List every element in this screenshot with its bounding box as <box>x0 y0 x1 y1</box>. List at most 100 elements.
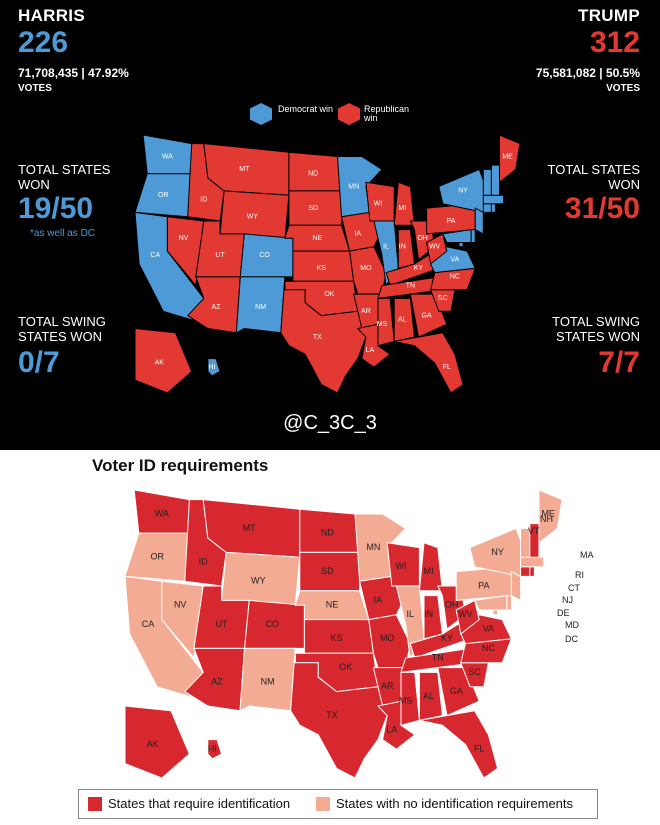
trump-states-won-label: TOTAL STATES WON <box>547 162 640 192</box>
state-label-ar: AR <box>361 308 371 315</box>
state-label-ky: KY <box>414 265 424 272</box>
state-label-tn: TN <box>406 282 415 289</box>
state-label-ca: CA <box>150 252 160 259</box>
state-label-ia: IA <box>374 595 383 605</box>
state-dc <box>458 242 464 248</box>
state-label-mn: MN <box>348 183 359 190</box>
republican-legend-swatch <box>338 103 360 125</box>
state-label-nv: NV <box>174 600 187 610</box>
state-label-ne: NE <box>326 600 339 610</box>
trump-states-won-value: 31/50 <box>564 192 640 225</box>
state-label-ok: OK <box>339 662 352 672</box>
state-dc <box>492 609 499 616</box>
state-label-ms: MS <box>399 696 413 706</box>
harris-name: HARRIS <box>18 6 85 25</box>
state-label-co: CO <box>259 252 270 259</box>
state-label-ut: UT <box>216 619 228 629</box>
watermark-handle: @C_3C_3 <box>283 412 377 434</box>
state-label-ne: NE <box>312 235 322 242</box>
state-label-ms: MS <box>377 321 388 328</box>
state-nh <box>490 164 500 196</box>
callout-label-de: DE <box>557 608 570 618</box>
voter-id-panel: Voter ID requirements WA OR CA NV ID MT WY UT AZ… <box>0 450 660 825</box>
state-label-wi: WI <box>374 201 383 208</box>
voter-id-map-states: WA OR CA NV ID MT WY UT AZ CO NM ND SD NE KS OK TX MN IA MO… <box>124 489 594 779</box>
state-al <box>418 671 443 722</box>
state-ri <box>490 203 496 213</box>
state-label-sc: SC <box>438 295 448 302</box>
state-label-tx: TX <box>326 710 338 720</box>
callout-label-nj: NJ <box>562 595 573 605</box>
state-label-or: OR <box>158 192 169 199</box>
state-label-nc: NC <box>482 643 495 653</box>
state-label-in: IN <box>424 609 433 619</box>
state-label-ut: UT <box>215 252 225 259</box>
state-label-wa: WA <box>162 153 173 160</box>
state-label-ak: AK <box>155 360 165 367</box>
state-ma <box>482 194 505 205</box>
republican-legend-label: Republican win <box>364 104 410 123</box>
state-label-mi: MI <box>398 205 406 212</box>
state-nj <box>474 207 484 235</box>
harris-states-won-label: TOTAL STATES WON <box>18 162 111 192</box>
state-label-nc: NC <box>450 274 460 281</box>
voter-id-legend: States that require identification State… <box>78 789 598 819</box>
state-nv <box>161 580 204 660</box>
state-label-ca: CA <box>142 619 155 629</box>
harris-swing-label: TOTAL SWING STATES WON <box>18 314 106 344</box>
state-label-fl: FL <box>443 364 451 371</box>
state-ak <box>124 705 191 779</box>
state-label-co: CO <box>265 619 279 629</box>
state-wv <box>455 599 480 635</box>
state-label-mi: MI <box>424 566 434 576</box>
harris-popular-votes: 71,708,435 | 47.92% <box>18 66 129 80</box>
state-label-ga: GA <box>450 686 463 696</box>
state-hi <box>207 739 223 760</box>
state-me <box>499 134 521 184</box>
callout-label-md: MD <box>565 620 579 630</box>
state-label-mo: MO <box>360 265 372 272</box>
harris-votes-label: VOTES <box>18 83 52 94</box>
state-label-va: VA <box>483 624 494 634</box>
state-de <box>470 229 476 243</box>
state-ri <box>529 566 535 577</box>
state-de <box>506 595 512 611</box>
harris-dc-note: *as well as DC <box>30 228 96 239</box>
state-nm <box>235 276 286 334</box>
state-label-sd: SD <box>321 566 334 576</box>
state-ct <box>520 566 531 577</box>
state-label-mt: MT <box>239 166 250 173</box>
harris-swing-value: 0/7 <box>18 346 60 379</box>
state-label-id: ID <box>199 556 209 566</box>
state-label-wy: WY <box>247 214 259 221</box>
democrat-legend-label: Democrat win <box>278 104 334 114</box>
state-label-nd: ND <box>321 528 334 538</box>
state-label-ak: AK <box>147 739 159 749</box>
trump-votes-label: VOTES <box>606 83 640 94</box>
state-label-wv: WV <box>429 244 441 251</box>
state-nv <box>166 216 205 287</box>
callout-label-ma: MA <box>580 550 594 560</box>
state-tx <box>290 648 388 779</box>
election-map: WA OR CA NV ID MT WY UT AZ CO NM ND SD NE KS OK TX MN IA MO… <box>134 134 521 394</box>
harris-electoral-votes: 226 <box>18 26 69 59</box>
callout-label-nh: NH <box>540 514 553 524</box>
state-label-me: ME <box>502 153 513 160</box>
state-label-ia: IA <box>354 231 361 238</box>
state-label-sd: SD <box>308 205 318 212</box>
state-wv <box>426 233 448 265</box>
state-label-hi: HI <box>208 364 215 371</box>
state-label-az: AZ <box>211 676 223 686</box>
state-label-al: AL <box>398 317 407 324</box>
state-label-wy: WY <box>251 576 266 586</box>
state-label-ny: NY <box>458 188 468 195</box>
harris-states-won-value: 19/50 <box>18 192 94 225</box>
state-ma <box>520 556 545 568</box>
state-label-nm: NM <box>255 304 266 311</box>
state-nm <box>239 647 296 712</box>
no-id-swatch <box>316 797 330 811</box>
state-label-tn: TN <box>432 652 444 662</box>
state-ak <box>134 327 193 394</box>
state-hi <box>207 358 221 377</box>
state-label-mo: MO <box>380 633 395 643</box>
